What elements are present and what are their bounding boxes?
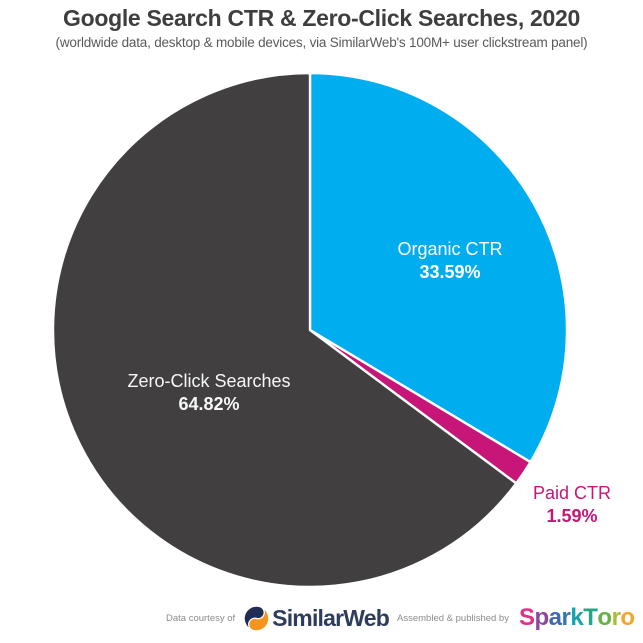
sparktoro-letter: o bbox=[620, 604, 635, 631]
similarweb-logo: SimilarWeb bbox=[243, 604, 390, 632]
zero-click-value: 64.82% bbox=[178, 394, 240, 415]
zero-click-name: Zero-Click Searches bbox=[127, 371, 291, 391]
similarweb-icon bbox=[243, 605, 270, 631]
sparktoro-letter: T bbox=[583, 604, 598, 631]
sparktoro-letter: S bbox=[518, 604, 535, 631]
sparktoro-credit-caption: Assembled & published by bbox=[397, 612, 509, 624]
sparktoro-letter: a bbox=[548, 604, 562, 631]
page-subtitle: (worldwide data, desktop & mobile device… bbox=[55, 34, 588, 50]
paid-ctr-value: 1.59% bbox=[546, 506, 598, 527]
sparktoro-letter: r bbox=[611, 604, 621, 631]
paid-ctr-label: Paid CTR 1.59% bbox=[533, 482, 611, 529]
zero-click-label: Zero-Click Searches 64.82% bbox=[127, 370, 290, 417]
organic-ctr-name: Organic CTR bbox=[397, 239, 503, 259]
similarweb-credit-caption: Data courtesy of bbox=[166, 612, 236, 624]
header: Google Search CTR & Zero-Click Searches,… bbox=[0, 4, 643, 50]
paid-ctr-name: Paid CTR bbox=[532, 483, 612, 503]
similarweb-wordmark: SimilarWeb bbox=[272, 604, 390, 631]
pie-slice-organic-ctr bbox=[308, 71, 569, 464]
pie-slice-zero-click-searches bbox=[51, 71, 518, 589]
sparktoro-letter: p bbox=[534, 604, 550, 631]
page-title: Google Search CTR & Zero-Click Searches,… bbox=[63, 5, 580, 31]
sparktoro-letter: r bbox=[561, 604, 571, 631]
sparktoro-logo: SparkToro bbox=[519, 604, 635, 632]
organic-ctr-label: Organic CTR 33.59% bbox=[397, 238, 502, 285]
footer: Data courtesy of SimilarWeb Assembled & … bbox=[166, 601, 635, 635]
sparktoro-letter: o bbox=[597, 604, 612, 631]
organic-ctr-value: 33.59% bbox=[419, 262, 481, 283]
sparktoro-letter: k bbox=[570, 604, 584, 631]
